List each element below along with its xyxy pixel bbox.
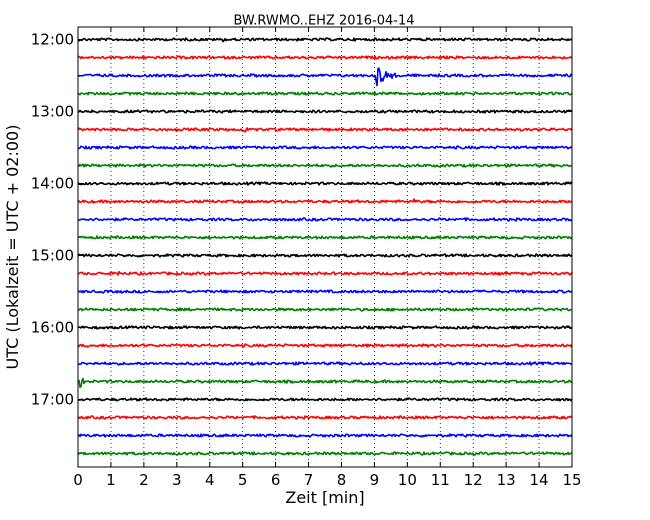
x-tick-label: 1	[106, 471, 116, 489]
trace-line	[77, 235, 573, 240]
y-tick-label: 14:00	[31, 175, 74, 193]
x-tick-label: 11	[431, 471, 450, 489]
x-tick-label: 7	[304, 471, 314, 489]
x-tick-label: 3	[172, 471, 182, 489]
trace-line	[77, 325, 573, 330]
trace-line	[77, 198, 573, 204]
trace-line	[77, 289, 573, 294]
trace-line	[77, 307, 573, 312]
trace-line	[77, 253, 573, 258]
y-tick-label: 15:00	[31, 247, 74, 265]
x-tick-label: 5	[238, 471, 248, 489]
trace-line	[77, 109, 573, 114]
trace-line	[77, 415, 573, 420]
trace-line	[77, 127, 573, 133]
trace-line	[77, 451, 573, 456]
y-axis-label: UTC (Lokalzeit = UTC + 02:00)	[3, 125, 22, 370]
y-tick-label: 16:00	[31, 319, 74, 337]
trace-line	[77, 91, 573, 96]
trace-line	[77, 377, 573, 388]
trace-line	[77, 361, 573, 366]
y-tick-label: 13:00	[31, 103, 74, 121]
trace-line	[77, 67, 573, 87]
trace-line	[77, 37, 573, 43]
x-tick-label: 0	[73, 471, 83, 489]
axes-group: 0 1 2 3 4 5 6 7 8 9 10 11 12 13 14 1512:0013:0014:0015:…	[31, 27, 582, 489]
trace-line	[77, 433, 573, 438]
x-tick-label: 12	[464, 471, 483, 489]
trace-line	[77, 181, 573, 186]
y-tick-label: 12:00	[31, 31, 74, 49]
vertical-grid	[110, 27, 540, 467]
trace-line	[77, 343, 573, 348]
y-tick-label: 17:00	[31, 391, 74, 409]
x-tick-label: 15	[562, 471, 581, 489]
trace-line	[77, 397, 573, 402]
plot-frame	[77, 26, 573, 468]
trace-line	[77, 145, 573, 150]
x-tick-label: 14	[530, 471, 549, 489]
x-tick-label: 10	[398, 471, 417, 489]
x-tick-label: 2	[139, 471, 149, 489]
x-tick-label: 9	[370, 471, 380, 489]
trace-group	[77, 37, 573, 456]
x-tick-label: 4	[205, 471, 215, 489]
x-tick-label: 8	[337, 471, 347, 489]
trace-line	[77, 270, 573, 276]
trace-line	[77, 55, 573, 60]
x-tick-label: 6	[271, 471, 281, 489]
trace-line	[77, 163, 573, 168]
x-axis-label: Zeit [min]	[285, 488, 364, 507]
trace-line	[77, 217, 573, 222]
x-tick-label: 13	[497, 471, 516, 489]
chart-title: BW.RWMO..EHZ 2016-04-14	[233, 14, 414, 29]
